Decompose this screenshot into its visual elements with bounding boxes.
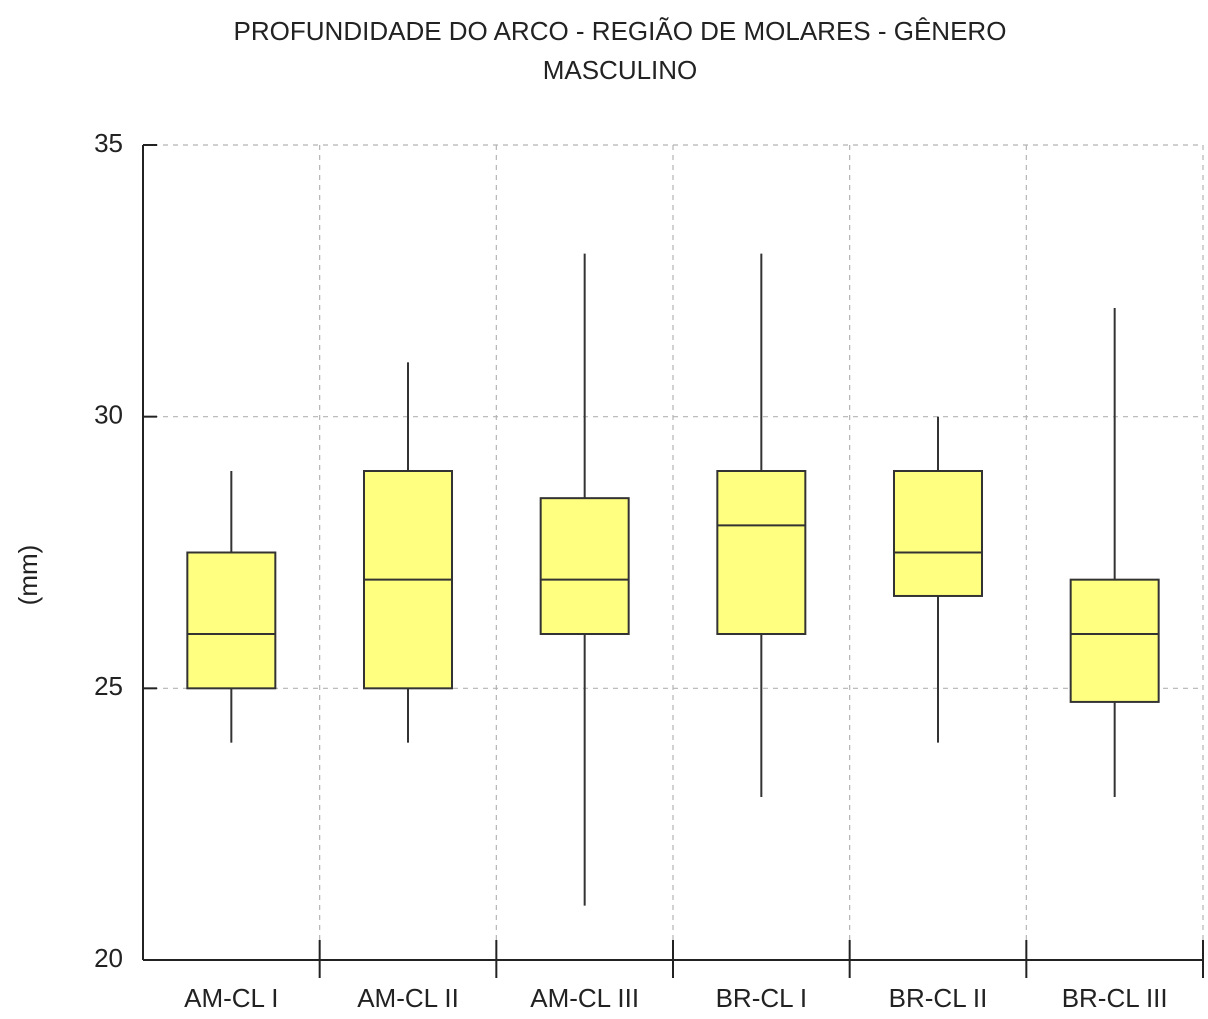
chart-title: MASCULINO	[543, 55, 698, 85]
y-tick-label: 35	[94, 128, 123, 158]
box	[1069, 578, 1160, 703]
x-tick-label: BR-CL I	[716, 983, 808, 1013]
x-tick-label: BR-CL II	[889, 983, 988, 1013]
box	[716, 470, 807, 635]
box	[186, 551, 277, 690]
y-axis-label: (mm)	[13, 545, 43, 606]
x-tick-label: AM-CL II	[357, 983, 459, 1013]
box	[893, 470, 983, 597]
y-tick-label: 25	[94, 671, 123, 701]
y-tick-label: 20	[94, 943, 123, 973]
x-tick-label: AM-CL I	[184, 983, 278, 1013]
x-tick-label: AM-CL III	[530, 983, 639, 1013]
y-tick-label: 30	[94, 400, 123, 430]
x-tick-label: BR-CL III	[1062, 983, 1168, 1013]
box	[539, 497, 630, 635]
chart-title: PROFUNDIDADE DO ARCO - REGIÃO DE MOLARES…	[234, 16, 1007, 46]
